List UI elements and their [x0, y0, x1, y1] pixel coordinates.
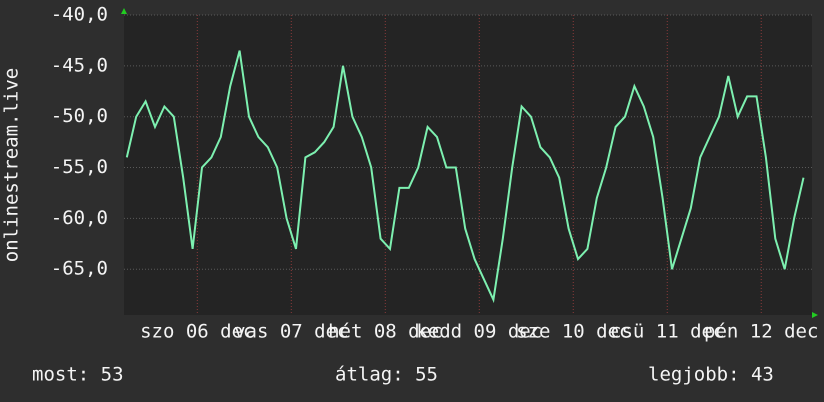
x-tick-label: pén 12 dec — [704, 321, 818, 343]
x-tick-label: sze 10 dec — [516, 321, 630, 343]
x-tick-label: hét 08 dec — [328, 321, 442, 343]
y-axis-label: onlinestream.live — [1, 68, 23, 262]
x-tick-label: kedd 09 dec — [416, 321, 542, 343]
y-tick-label: -45,0 — [51, 54, 108, 76]
y-tick-label: -65,0 — [51, 258, 108, 280]
plot-area — [124, 15, 812, 315]
data-line — [125, 50, 805, 304]
x-tick-label: csü 11 dec — [610, 321, 724, 343]
footer-text: legjobb: 43 — [648, 364, 774, 386]
y-tick-label: -50,0 — [51, 105, 108, 127]
axis-arrow — [812, 312, 818, 318]
axis-arrow — [121, 8, 127, 14]
x-tick-label: szo 06 dec — [140, 321, 254, 343]
footer-text: most: 53 — [32, 364, 124, 386]
y-tick-label: -55,0 — [51, 156, 108, 178]
y-tick-label: -60,0 — [51, 207, 108, 229]
x-tick-label: vas 07 dec — [234, 321, 348, 343]
footer-text: átlag: 55 — [335, 364, 438, 386]
y-tick-label: -40,0 — [51, 4, 108, 26]
